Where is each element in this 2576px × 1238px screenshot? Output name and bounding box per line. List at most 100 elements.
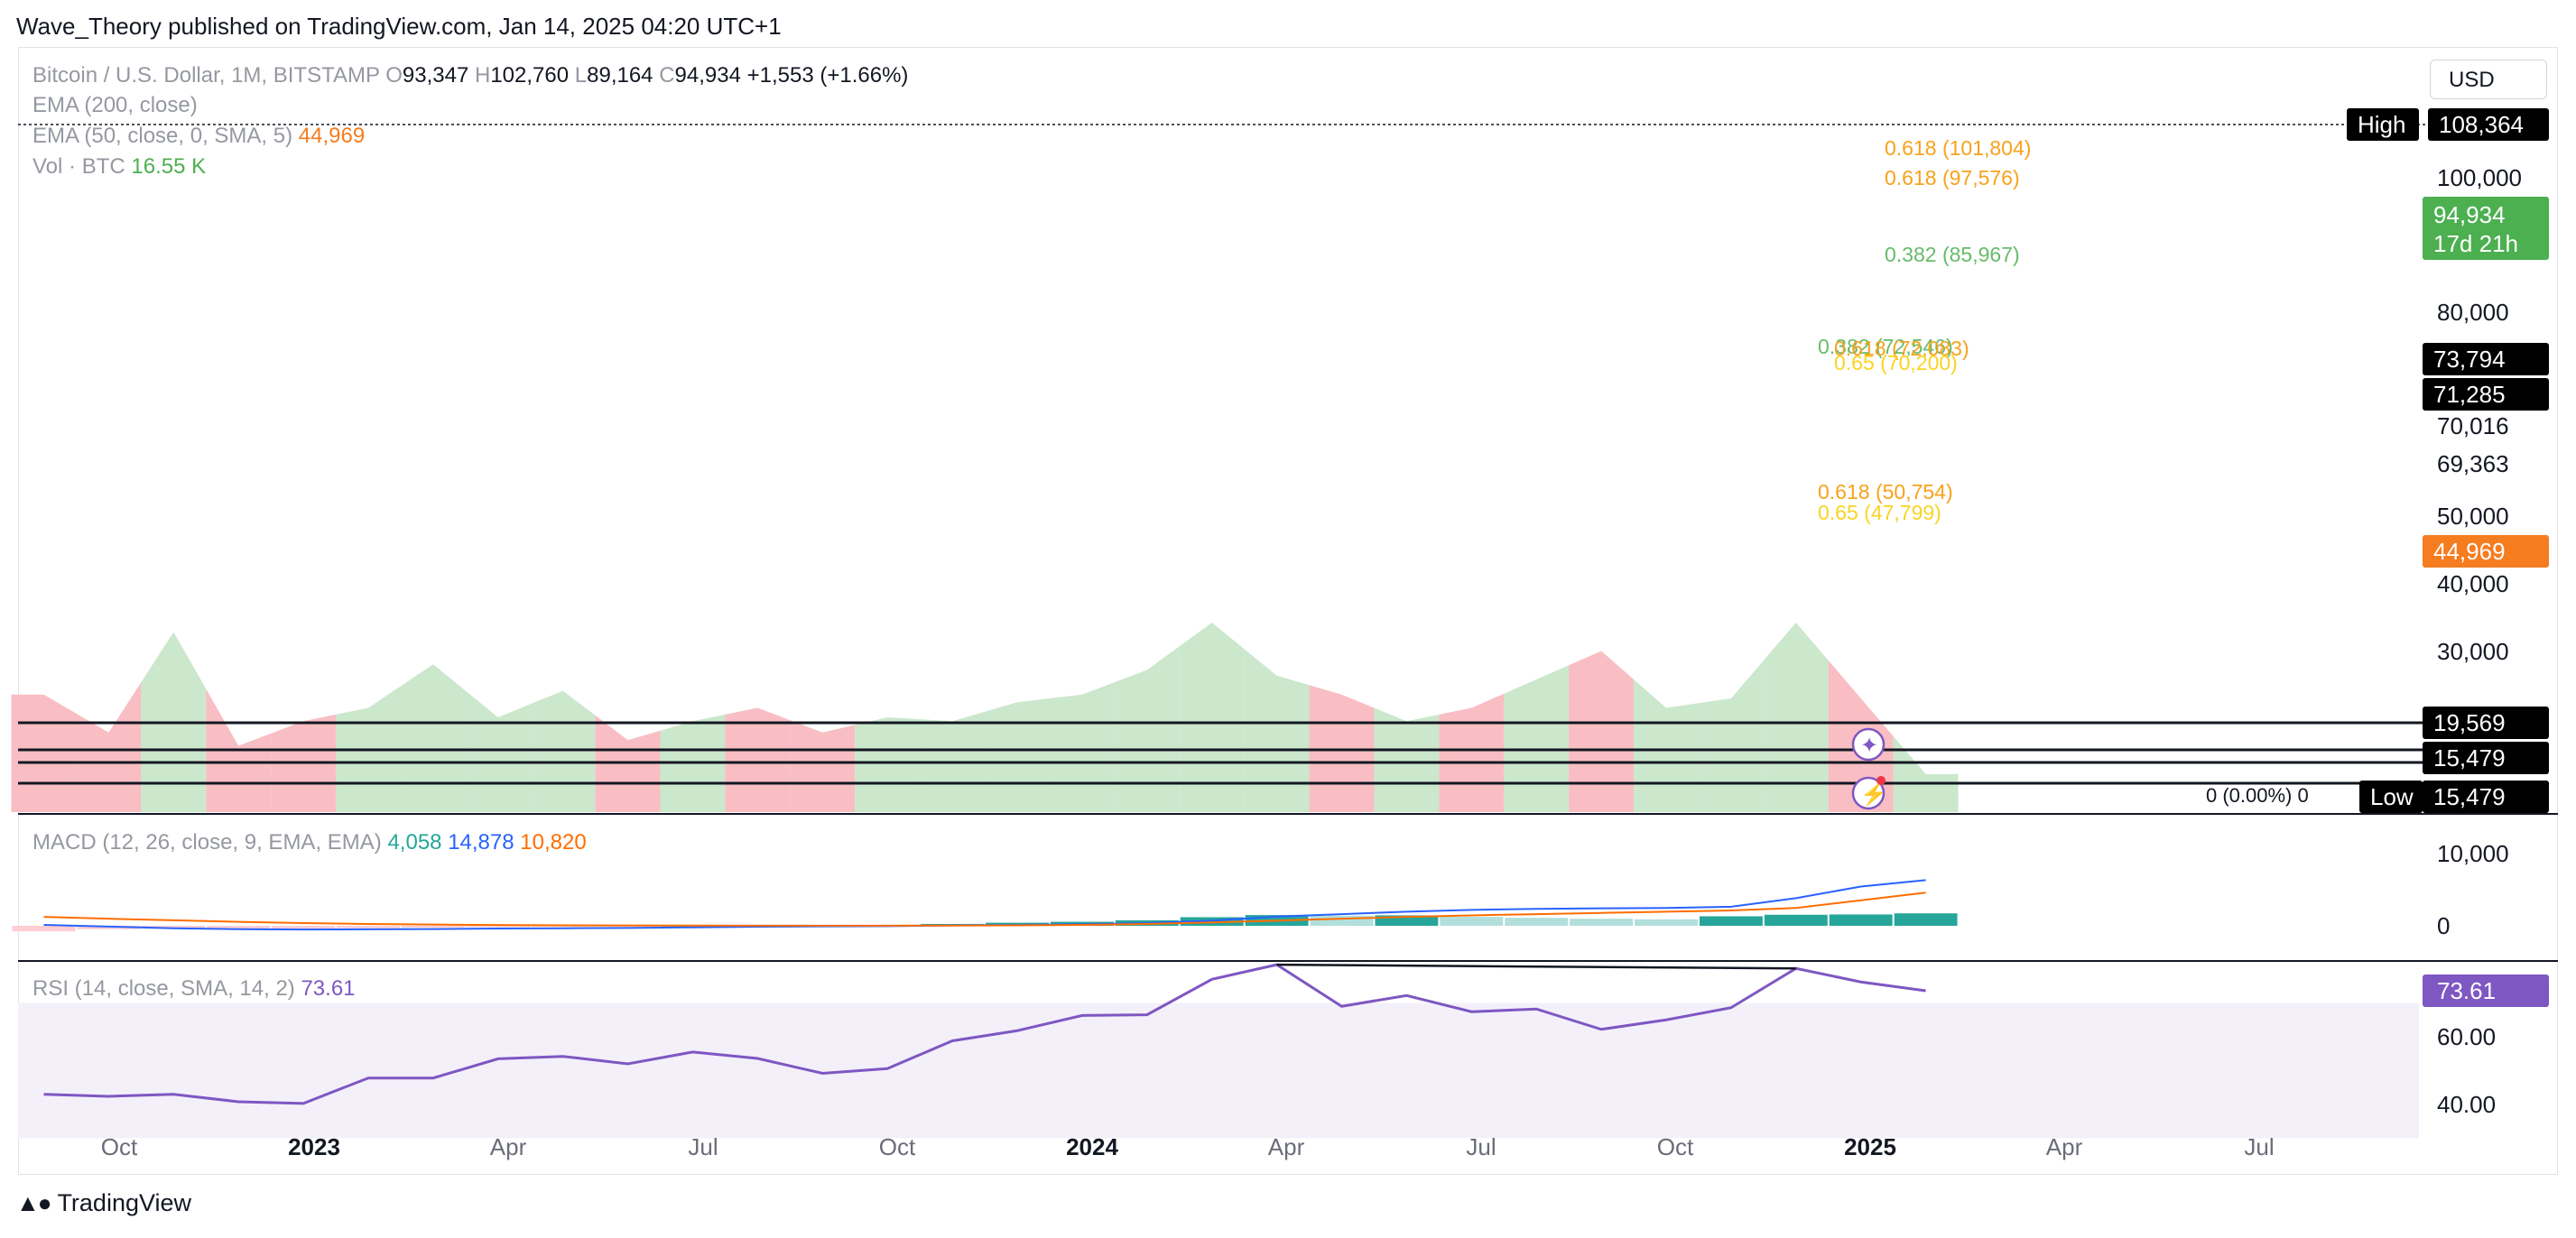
macd-histogram-bar: [531, 926, 595, 927]
legend-close: 94,934: [674, 63, 741, 88]
time-axis-tick: Jul: [2244, 1133, 2274, 1160]
high-label-tag-bg: [2347, 108, 2419, 141]
legend-h-label: H: [474, 63, 491, 88]
volume-area: [985, 698, 1050, 812]
time-axis-tick: Apr: [1268, 1133, 1305, 1160]
rsi-band: [18, 1002, 2419, 1139]
legend-l-label: L: [574, 63, 588, 88]
legend-open: 93,347: [402, 63, 469, 88]
macd-histogram-bar: [1829, 914, 1893, 926]
legend-ema50-value: 44,969: [298, 124, 366, 148]
volume-area: [790, 720, 856, 812]
chart-frame: [18, 47, 2558, 1175]
price-axis-tick: 69,363: [2437, 450, 2509, 477]
volume-area: [400, 664, 466, 812]
volume-area: [855, 717, 921, 812]
fib-label: 0.382 (85,967): [1885, 243, 2020, 266]
rsi-line: [43, 963, 1926, 1105]
rsi-divergence-line: [1276, 963, 1796, 970]
volume-area: [530, 690, 596, 812]
time-axis-tick: Apr: [490, 1133, 527, 1160]
zero-label: 0 (0.00%) 0: [2206, 784, 2309, 807]
currency-button[interactable]: USD: [2430, 60, 2547, 99]
macd-histogram-bar: [1570, 919, 1634, 926]
sparkle-icon: [1851, 727, 1886, 762]
macd-histogram-bar: [1440, 917, 1504, 926]
legend-vol: Vol · BTC: [32, 154, 125, 179]
price-axis-tick: 80,000: [2437, 299, 2509, 326]
volume-area: [11, 694, 77, 812]
level-15479-tag-bg: [2423, 742, 2549, 774]
time-axis-tick: Oct: [879, 1133, 916, 1160]
fib-label: 0.382 (72,546): [1818, 335, 1953, 358]
legend-macd-row[interactable]: MACD (12, 26, close, 9, EMA, EMA) 4,058 …: [32, 830, 587, 855]
high-price-tag-bg: [2428, 108, 2549, 141]
volume-area: [725, 707, 791, 812]
level-71285-tag: 71,285: [2433, 381, 2506, 408]
volume-area: [1374, 707, 1440, 812]
volume-area: [1634, 679, 1699, 812]
sparkle-icon-glyph: ✦: [1860, 734, 1878, 758]
brand-name: TradingView: [57, 1189, 192, 1216]
macd-histogram-bar: [466, 926, 530, 928]
high-price-tag: 108,364: [2439, 111, 2524, 138]
macd-histogram-bar: [1699, 916, 1763, 926]
legend-ema200[interactable]: EMA (200, close): [32, 93, 198, 117]
macd-histogram-bar: [1180, 917, 1244, 926]
legend-ema50-row[interactable]: EMA (50, close, 0, SMA, 5) 44,969: [32, 124, 365, 149]
volume-area: [1244, 649, 1310, 812]
legend-rsi-row[interactable]: RSI (14, close, SMA, 14, 2) 73.61: [32, 976, 356, 1002]
level-71285-tag-bg: [2423, 378, 2549, 411]
macd-axis-tick: 0: [2437, 912, 2450, 939]
brand-footer: ▲● TradingView: [16, 1189, 191, 1217]
fib-label: 0.65 (70,200): [1834, 351, 1958, 374]
publisher-line: Wave_Theory published on TradingView.com…: [16, 13, 782, 40]
time-axis-tick: Oct: [101, 1133, 138, 1160]
ema50-price-tag-bg: [2423, 535, 2549, 568]
low-label-tag: Low: [2370, 783, 2414, 810]
tradingview-logo-icon: ▲●: [16, 1189, 51, 1216]
rsi-axis-tick: 60.00: [2437, 1023, 2496, 1050]
macd-histogram-bar: [1310, 915, 1374, 926]
macd-histogram-bar: [1764, 914, 1828, 926]
fib-label: 0.65 (47,799): [1818, 501, 1941, 524]
rsi-axis-tick: 40.00: [2437, 1091, 2496, 1118]
volume-area: [1569, 651, 1635, 812]
level-19569-tag: 19,569: [2433, 709, 2506, 736]
legend-vol-value: 16.55 K: [131, 154, 207, 179]
legend-low: 89,164: [587, 63, 653, 88]
macd-histogram-bar: [207, 926, 271, 929]
volume-area: [1114, 646, 1180, 812]
fib-label: 0.618 (50,754): [1818, 480, 1953, 504]
legend-symbol[interactable]: Bitcoin / U.S. Dollar, 1M, BITSTAMP: [32, 63, 380, 88]
macd-histogram-bar: [1894, 913, 1958, 926]
last-price-tag: 94,934: [2433, 201, 2506, 228]
volume-area: [76, 682, 142, 812]
volume-area: [1504, 665, 1570, 812]
lightning-icon-glyph: ⚡: [1860, 781, 1887, 807]
legend-rsi: RSI (14, close, SMA, 14, 2): [32, 976, 295, 1001]
legend-rsi-value: 73.61: [301, 976, 356, 1001]
macd-histogram-bar: [77, 926, 141, 929]
legend-ema50: EMA (50, close, 0, SMA, 5): [32, 124, 293, 148]
low-label-tag-bg: [2359, 781, 2423, 813]
countdown-tag-bg: [2423, 227, 2549, 260]
low-price-tag-bg: [2423, 781, 2549, 813]
legend-vol-row[interactable]: Vol · BTC 16.55 K: [32, 154, 206, 180]
macd-histogram-bar: [142, 926, 206, 929]
legend-change: +1,553 (+1.66%): [746, 63, 909, 88]
volume-area: [465, 690, 531, 812]
macd-histogram-bar: [1505, 918, 1569, 926]
legend-high: 102,760: [490, 63, 570, 88]
legend-macd-signal: 10,820: [520, 830, 587, 855]
price-axis-tick: 30,000: [2437, 638, 2509, 665]
volume-area: [1698, 661, 1764, 812]
low-price-tag: 15,479: [2433, 783, 2506, 810]
fib-label: 0.618 (97,576): [1885, 166, 2020, 189]
legend-macd-line: 14,878: [448, 830, 514, 855]
high-label-tag: High: [2358, 111, 2405, 138]
volume-area: [1049, 682, 1115, 812]
macd-axis-tick: 10,000: [2437, 840, 2509, 867]
fib-label: 0.618 (101,804): [1885, 136, 2031, 160]
